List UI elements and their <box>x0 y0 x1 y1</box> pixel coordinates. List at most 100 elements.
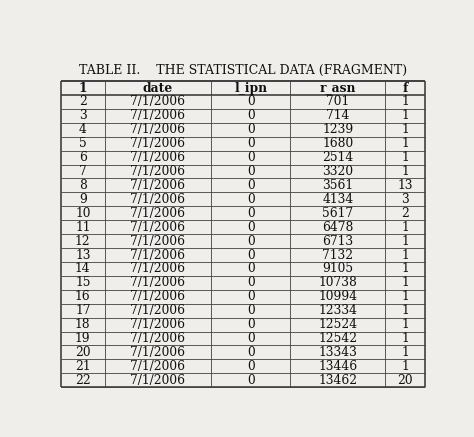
Text: 20: 20 <box>75 346 91 359</box>
Text: 1: 1 <box>401 304 409 317</box>
Text: 19: 19 <box>75 332 91 345</box>
Text: 1239: 1239 <box>322 123 354 136</box>
Text: l_ipn: l_ipn <box>234 82 267 94</box>
Text: 7/1/2006: 7/1/2006 <box>130 360 185 373</box>
Text: 4: 4 <box>79 123 87 136</box>
Text: 0: 0 <box>247 165 255 178</box>
Text: 5: 5 <box>79 137 87 150</box>
Text: 2: 2 <box>401 207 409 220</box>
Text: 7/1/2006: 7/1/2006 <box>130 318 185 331</box>
Text: 0: 0 <box>247 276 255 289</box>
Text: 12: 12 <box>75 235 91 248</box>
Text: 6: 6 <box>79 151 87 164</box>
Text: 7/1/2006: 7/1/2006 <box>130 304 185 317</box>
Text: 0: 0 <box>247 221 255 234</box>
Text: 7/1/2006: 7/1/2006 <box>130 221 185 234</box>
Text: 0: 0 <box>247 346 255 359</box>
Text: f: f <box>402 82 408 94</box>
Text: 0: 0 <box>247 263 255 275</box>
Text: 4134: 4134 <box>322 193 354 206</box>
Text: 701: 701 <box>326 95 349 108</box>
Text: 1: 1 <box>401 95 409 108</box>
Text: 10738: 10738 <box>319 276 357 289</box>
Text: 7/1/2006: 7/1/2006 <box>130 374 185 387</box>
Text: 0: 0 <box>247 109 255 122</box>
Text: 0: 0 <box>247 151 255 164</box>
Text: 13446: 13446 <box>318 360 357 373</box>
Text: 13: 13 <box>75 249 91 261</box>
Text: 3561: 3561 <box>322 179 353 192</box>
Text: 0: 0 <box>247 360 255 373</box>
Text: 17: 17 <box>75 304 91 317</box>
Text: 0: 0 <box>247 290 255 303</box>
Text: 7/1/2006: 7/1/2006 <box>130 151 185 164</box>
Text: 0: 0 <box>247 193 255 206</box>
Text: 2514: 2514 <box>322 151 354 164</box>
Text: 22: 22 <box>75 374 91 387</box>
Text: 13: 13 <box>397 179 413 192</box>
Text: 7/1/2006: 7/1/2006 <box>130 137 185 150</box>
Text: 1: 1 <box>401 109 409 122</box>
Text: 7/1/2006: 7/1/2006 <box>130 123 185 136</box>
Text: 0: 0 <box>247 235 255 248</box>
Text: 13462: 13462 <box>318 374 357 387</box>
Text: 7: 7 <box>79 165 87 178</box>
Text: 0: 0 <box>247 207 255 220</box>
Text: 3320: 3320 <box>322 165 353 178</box>
Text: 12524: 12524 <box>318 318 357 331</box>
Text: 7/1/2006: 7/1/2006 <box>130 193 185 206</box>
Text: 0: 0 <box>247 179 255 192</box>
Text: 0: 0 <box>247 95 255 108</box>
Text: 1: 1 <box>401 165 409 178</box>
Text: 6713: 6713 <box>322 235 353 248</box>
Text: 7/1/2006: 7/1/2006 <box>130 179 185 192</box>
Text: TABLE II.    THE STATISTICAL DATA (FRAGMENT): TABLE II. THE STATISTICAL DATA (FRAGMENT… <box>79 64 407 77</box>
Text: 9: 9 <box>79 193 87 206</box>
Text: 11: 11 <box>75 221 91 234</box>
Text: 18: 18 <box>75 318 91 331</box>
Text: 0: 0 <box>247 123 255 136</box>
Text: 2: 2 <box>79 95 87 108</box>
Text: 7/1/2006: 7/1/2006 <box>130 263 185 275</box>
Text: 1: 1 <box>401 235 409 248</box>
Text: 1: 1 <box>401 221 409 234</box>
Text: 14: 14 <box>75 263 91 275</box>
Text: 16: 16 <box>75 290 91 303</box>
Text: 12542: 12542 <box>318 332 357 345</box>
Text: 1: 1 <box>401 346 409 359</box>
Text: 1680: 1680 <box>322 137 354 150</box>
Text: 1: 1 <box>401 360 409 373</box>
Text: 0: 0 <box>247 318 255 331</box>
Text: 1: 1 <box>401 151 409 164</box>
Text: 13343: 13343 <box>319 346 357 359</box>
Text: 7132: 7132 <box>322 249 353 261</box>
Text: 7/1/2006: 7/1/2006 <box>130 290 185 303</box>
Text: 7/1/2006: 7/1/2006 <box>130 109 185 122</box>
Text: 0: 0 <box>247 249 255 261</box>
Text: 0: 0 <box>247 332 255 345</box>
Text: 714: 714 <box>326 109 349 122</box>
Text: 0: 0 <box>247 304 255 317</box>
Text: 5617: 5617 <box>322 207 353 220</box>
Text: 3: 3 <box>401 193 409 206</box>
Text: 7/1/2006: 7/1/2006 <box>130 235 185 248</box>
Text: 1: 1 <box>401 137 409 150</box>
Text: 21: 21 <box>75 360 91 373</box>
Text: 7/1/2006: 7/1/2006 <box>130 95 185 108</box>
Text: 10: 10 <box>75 207 91 220</box>
Text: 6478: 6478 <box>322 221 354 234</box>
Text: 1: 1 <box>401 276 409 289</box>
Text: date: date <box>143 82 173 94</box>
Text: 1: 1 <box>401 318 409 331</box>
Text: 1: 1 <box>401 263 409 275</box>
Text: r_asn: r_asn <box>319 82 356 94</box>
Text: 0: 0 <box>247 137 255 150</box>
Text: 1: 1 <box>401 123 409 136</box>
Text: 3: 3 <box>79 109 87 122</box>
Text: 1: 1 <box>401 290 409 303</box>
Text: 7/1/2006: 7/1/2006 <box>130 249 185 261</box>
Text: 10994: 10994 <box>318 290 357 303</box>
Text: 0: 0 <box>247 374 255 387</box>
Text: 15: 15 <box>75 276 91 289</box>
Text: 7/1/2006: 7/1/2006 <box>130 332 185 345</box>
